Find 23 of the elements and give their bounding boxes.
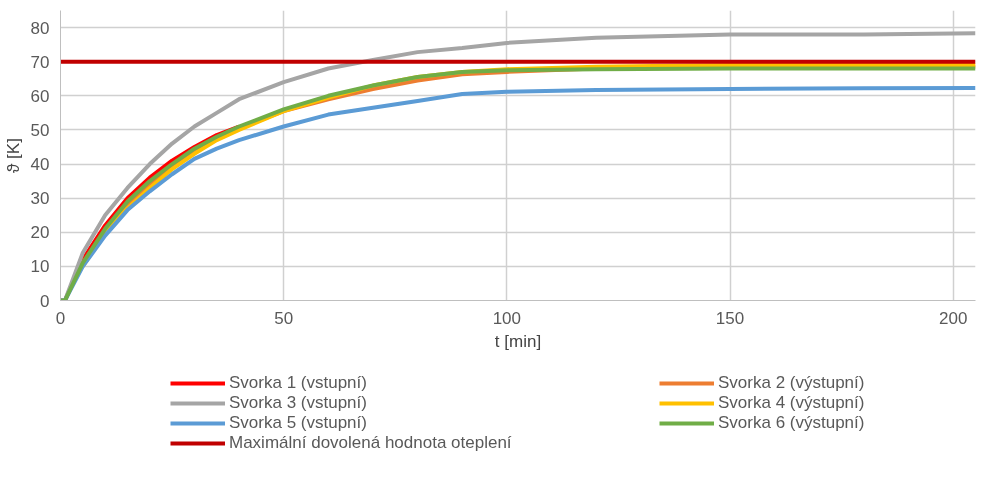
legend-label: Svorka 4 (výstupní) xyxy=(718,393,866,413)
legend-label: Svorka 3 (vstupní) xyxy=(229,393,368,413)
legend-label: Svorka 2 (výstupní) xyxy=(718,373,866,393)
y-tick-label: 10 xyxy=(30,257,50,277)
legend-label: Svorka 5 (vstupní) xyxy=(229,413,368,433)
x-tick-label: 50 xyxy=(274,308,294,328)
x-tick-label: 150 xyxy=(715,308,745,328)
legend-label: Svorka 1 (vstupní) xyxy=(229,373,368,393)
y-tick-label: 70 xyxy=(30,52,50,72)
y-tick-label: 50 xyxy=(30,120,50,140)
y-axis-title: ϑ [K] xyxy=(3,138,23,173)
legend-label: Maximální dovolená hodnota oteplení xyxy=(229,433,513,453)
y-tick-label: 30 xyxy=(30,189,50,209)
x-axis-title: t [min] xyxy=(494,331,542,351)
y-tick-label: 0 xyxy=(40,291,50,311)
legend-label: Svorka 6 (výstupní) xyxy=(718,413,866,433)
y-tick-label: 60 xyxy=(30,86,50,106)
y-tick-label: 40 xyxy=(30,155,50,175)
y-tick-label: 20 xyxy=(30,223,50,243)
x-tick-label: 200 xyxy=(939,308,968,328)
x-tick-label: 100 xyxy=(492,308,522,328)
x-tick-label: 0 xyxy=(55,308,66,328)
y-tick-label: 80 xyxy=(30,18,50,38)
